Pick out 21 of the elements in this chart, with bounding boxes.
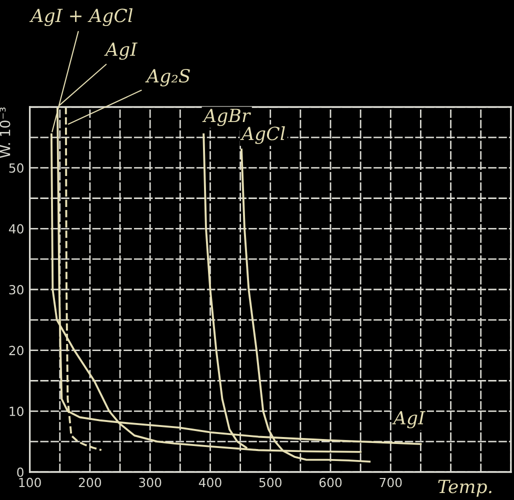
annotation: AgI <box>104 42 138 60</box>
annotation: AgI + AgCl <box>29 8 133 26</box>
x-tick-label: 500 <box>259 478 282 488</box>
y-axis-title: W. 10⁻³ <box>0 107 10 158</box>
annotation: AgI <box>392 411 426 428</box>
y-tick-label: 50 <box>9 163 24 173</box>
y-tick-label: 30 <box>9 284 24 294</box>
y-tick-label: 10 <box>10 406 24 416</box>
x-tick-label: 200 <box>78 478 102 488</box>
annotation: Ag₂S <box>145 68 190 86</box>
annotation: AgCl <box>240 126 285 144</box>
x-axis-title: Temp. <box>438 480 492 497</box>
y-tick-label: 0 <box>17 467 24 477</box>
x-tick-label: 700 <box>380 478 402 488</box>
x-tick-label: 600 <box>319 478 342 488</box>
y-tick-label: 20 <box>9 346 24 356</box>
x-tick-label: 100 <box>19 478 41 488</box>
x-tick-label: 300 <box>139 478 162 488</box>
x-tick-label: 400 <box>198 478 222 488</box>
y-tick-label: 40 <box>8 224 24 234</box>
annotation: AgBr <box>202 108 251 126</box>
